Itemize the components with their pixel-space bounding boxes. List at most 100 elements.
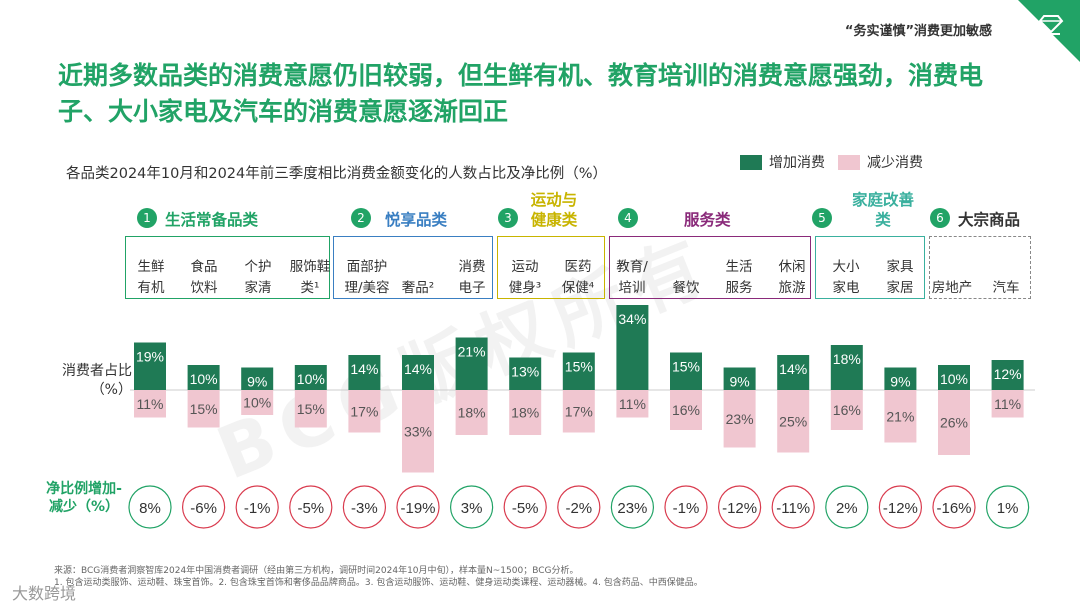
bar-increase: [938, 365, 970, 390]
category-label: 餐饮: [672, 280, 700, 296]
net-ratio-value: -2%: [565, 500, 592, 517]
net-ratio-value: -3%: [351, 500, 378, 517]
net-ratio-value: -1%: [244, 500, 271, 517]
bar-decrease: [294, 390, 327, 428]
group-2-box: [333, 236, 493, 299]
net-ratio-circle: [182, 485, 226, 529]
data-label-increase: 14%: [350, 361, 378, 377]
net-ratio-circle: [289, 485, 333, 529]
net-ratio-value: 2%: [836, 500, 858, 517]
category-label: 汽车: [992, 280, 1020, 296]
data-label-increase: 9%: [247, 374, 267, 390]
data-label-decrease: 23%: [726, 411, 754, 427]
bar-decrease: [187, 390, 220, 428]
net-ratio-circle: [771, 485, 815, 529]
net-ratio-circle: [450, 485, 494, 529]
group-4-title: 服务类: [684, 211, 731, 229]
source-note: 来源：BCG消费者洞察智库2024年中国消费者调研（经由第三方机构，调研时间20…: [54, 565, 703, 589]
bar-increase: [562, 352, 595, 390]
data-label-increase: 9%: [729, 374, 749, 390]
net-ratio-value: -19%: [400, 500, 435, 517]
group-3-title: 运动与健康类: [530, 191, 578, 229]
data-label-increase: 12%: [994, 366, 1022, 382]
category-label: 生活服务: [725, 259, 753, 296]
data-label-decrease: 26%: [940, 415, 968, 431]
bar-increase: [777, 355, 810, 390]
net-ratio-value: 23%: [617, 500, 647, 517]
group-5-box: [815, 236, 925, 299]
net-ratio-circle: [717, 485, 762, 529]
page-title: 近期多数品类的消费意愿仍旧较弱，但生鲜有机、教育培训的消费意愿强劲，消费电子、大…: [58, 61, 984, 126]
group-3-box: [497, 236, 605, 299]
group-5-title: 家庭改善类: [852, 191, 915, 229]
data-label-increase: 19%: [136, 349, 164, 365]
net-ratio-value: 3%: [461, 500, 483, 517]
bar-increase: [294, 365, 327, 390]
top-caption: “务实谨慎”消费更加敏感: [844, 24, 992, 39]
net-ratio-circle: [396, 485, 440, 529]
category-label: 教育/培训: [616, 259, 648, 296]
bar-decrease: [455, 390, 488, 435]
net-ratio-value: -1%: [673, 500, 700, 517]
bar-decrease: [938, 390, 970, 455]
legend-swatch-increase: [740, 154, 762, 170]
data-label-decrease: 18%: [511, 405, 539, 421]
bar-decrease: [348, 390, 381, 433]
bar-decrease: [991, 390, 1024, 418]
bar-increase: [616, 305, 649, 390]
category-label: 休闲旅游: [778, 259, 806, 296]
data-label-decrease: 21%: [886, 408, 914, 424]
bar-decrease: [402, 390, 434, 473]
category-label: 医药保健⁴: [561, 259, 595, 296]
group-6-number: 6: [930, 208, 950, 228]
data-label-increase: 21%: [458, 344, 486, 360]
group-1-box: [125, 236, 330, 299]
bar-increase: [509, 357, 542, 390]
net-ratio-circle: [128, 485, 172, 529]
data-label-increase: 10%: [190, 371, 218, 387]
group-4-number: 4: [618, 208, 638, 228]
category-label: 生鲜有机: [137, 259, 165, 296]
legend-increase: 增加消费: [740, 152, 825, 172]
net-ratio-circle: [342, 485, 386, 529]
category-label: 服饰鞋类¹: [289, 259, 331, 296]
bar-increase: [991, 360, 1024, 390]
net-ratio-value: -16%: [936, 500, 971, 517]
category-label: 大小家电: [832, 259, 860, 296]
bar-increase: [830, 345, 863, 390]
brand-logo: 大数跨境: [12, 584, 77, 603]
bar-increase: [187, 365, 220, 390]
bar-decrease: [777, 390, 810, 453]
bar-increase: [241, 367, 274, 390]
source-line-1: 来源：BCG消费者洞察智库2024年中国消费者调研（经由第三方机构，调研时间20…: [54, 566, 579, 576]
data-label-decrease: 16%: [833, 402, 861, 418]
category-label: 运动健身³: [508, 259, 542, 296]
data-label-decrease: 18%: [458, 405, 486, 421]
diamond-hand-icon: [1037, 15, 1064, 35]
group-5-number: 5: [812, 208, 832, 228]
data-label-decrease: 33%: [404, 423, 432, 439]
net-ratio-circle: [664, 485, 708, 529]
bar-increase: [723, 367, 756, 390]
data-label-decrease: 25%: [779, 413, 807, 429]
bar-decrease: [134, 390, 166, 418]
data-label-decrease: 11%: [994, 396, 1021, 412]
data-label-increase: 13%: [511, 364, 539, 380]
data-label-increase: 9%: [890, 374, 910, 390]
net-ratio-value: -6%: [190, 500, 217, 517]
group-3-number: 3: [498, 208, 518, 228]
data-label-decrease: 15%: [297, 401, 325, 417]
bar-decrease: [509, 390, 542, 435]
legend-swatch-decrease: [838, 154, 860, 170]
bar-increase: [402, 355, 434, 390]
net-ratio-value: -5%: [297, 500, 324, 517]
net-ratio-value: -5%: [512, 500, 539, 517]
group-2-number: 2: [351, 208, 371, 228]
bar-increase: [348, 355, 381, 390]
category-label: 房地产: [931, 280, 973, 296]
net-ratio-value: -11%: [776, 500, 810, 517]
bar-decrease: [670, 390, 702, 430]
data-label-increase: 34%: [618, 311, 646, 327]
data-label-increase: 18%: [833, 351, 861, 367]
